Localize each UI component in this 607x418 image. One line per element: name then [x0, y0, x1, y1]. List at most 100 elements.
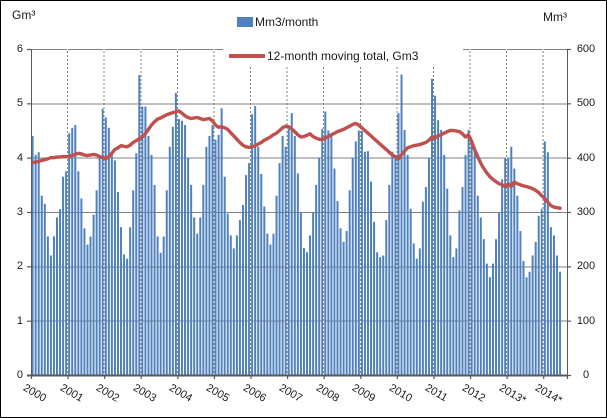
- bar: [543, 141, 546, 375]
- legend-item-bars: Mm3/month: [237, 15, 318, 29]
- bar: [418, 248, 421, 375]
- bar: [434, 95, 437, 375]
- bar: [464, 154, 467, 375]
- bar: [312, 212, 315, 375]
- right-axis-tick-label: 0: [582, 369, 590, 381]
- bar: [388, 184, 391, 375]
- bar: [306, 252, 309, 375]
- right-axis-unit-text: Mm³: [543, 10, 567, 24]
- bar: [101, 108, 104, 376]
- bar: [153, 184, 156, 375]
- right-axis-tick-label: 300: [576, 206, 596, 218]
- bar: [263, 206, 266, 375]
- bar: [397, 113, 400, 375]
- bar: [62, 176, 65, 375]
- bar: [400, 74, 403, 375]
- bar: [455, 248, 458, 375]
- bar: [491, 263, 494, 375]
- bar: [437, 120, 440, 375]
- moving-total-line: [30, 109, 562, 210]
- bar: [126, 258, 129, 375]
- left-axis-tick-label: 6: [16, 43, 23, 55]
- bar: [275, 195, 278, 375]
- bar: [269, 244, 272, 375]
- bar: [150, 154, 153, 375]
- bar: [342, 241, 345, 375]
- bar: [162, 236, 165, 375]
- bar: [123, 254, 126, 375]
- bar: [470, 141, 473, 375]
- bar: [68, 133, 71, 375]
- bar: [251, 114, 254, 375]
- bar: [482, 239, 485, 375]
- bar: [336, 201, 339, 375]
- left-axis-unit-label: Gm³: [12, 8, 35, 22]
- bar: [89, 236, 92, 375]
- bar: [71, 127, 74, 376]
- bar: [549, 227, 552, 375]
- bar: [290, 113, 293, 375]
- bar: [446, 188, 449, 375]
- left-axis-tick-label: 5: [16, 97, 23, 110]
- bar: [546, 152, 549, 375]
- bar: [495, 239, 498, 375]
- legend-item-line-label: 12-month moving total, Gm3: [267, 49, 419, 63]
- bar: [138, 75, 141, 375]
- bar: [211, 125, 214, 375]
- bar: [116, 191, 119, 375]
- bar: [59, 209, 62, 375]
- chart-legend: Mm3/month 12-month moving total, Gm3: [223, 3, 463, 67]
- bar: [55, 217, 58, 375]
- bar: [363, 151, 366, 375]
- bar: [34, 154, 37, 375]
- bar: [168, 146, 171, 375]
- bar: [534, 241, 537, 375]
- bar: [461, 187, 464, 375]
- bar: [507, 157, 510, 375]
- right-axis-tick-label: 200: [576, 260, 596, 273]
- bar: [214, 139, 217, 375]
- bar: [406, 154, 409, 375]
- left-axis-tick-label: 2: [16, 260, 23, 273]
- bar: [531, 255, 534, 375]
- bar: [421, 201, 424, 375]
- bar: [217, 134, 220, 375]
- bar: [452, 257, 455, 375]
- bar: [379, 257, 382, 375]
- bar: [345, 231, 348, 375]
- bar: [321, 128, 324, 375]
- bar: [327, 130, 330, 375]
- bar: [299, 212, 302, 375]
- bar: [330, 134, 333, 375]
- bar: [412, 243, 415, 375]
- bar: [382, 255, 385, 375]
- bar: [559, 271, 562, 375]
- bar: [159, 252, 162, 375]
- bar: [278, 163, 281, 375]
- bar: [513, 168, 516, 375]
- bar: [476, 195, 479, 375]
- bar: [537, 215, 540, 375]
- bar: [348, 190, 351, 375]
- bar: [77, 171, 80, 375]
- legend-item-line: 12-month moving total, Gm3: [229, 49, 418, 63]
- bar: [43, 203, 46, 375]
- bar: [49, 255, 52, 375]
- bar: [409, 208, 412, 375]
- bar: [184, 125, 187, 375]
- bar: [86, 244, 89, 375]
- bar: [370, 181, 373, 375]
- right-axis-tick-label: 600: [576, 43, 596, 55]
- bar: [31, 135, 34, 375]
- bar: [403, 129, 406, 375]
- bar: [449, 235, 452, 375]
- bar: [281, 135, 284, 375]
- right-axis-unit-label: Mm³: [543, 10, 567, 24]
- bar: [440, 129, 443, 375]
- left-axis-tick-label: 3: [16, 206, 23, 218]
- right-axis-tick-label: 400: [576, 151, 596, 164]
- left-axis-tick-label: 1: [16, 314, 23, 327]
- bar: [196, 233, 199, 375]
- bar: [360, 131, 363, 375]
